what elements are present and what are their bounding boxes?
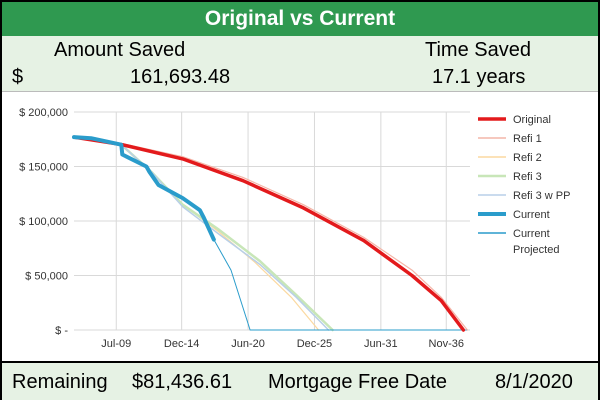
chart-legend: Original Refi 1 Refi 2 Refi 3 Refi 3 w PP Cur… [478,114,570,256]
y-axis-ticks: $ 200,000 $ 150,000 $ 100,000 $ 50,000 $ - [19,107,68,337]
x-tick-label: Nov-36 [429,338,464,350]
x-tick-label: Dec-25 [297,338,332,350]
legend-label: Projected [513,244,559,256]
series-line-current-projected [213,239,468,331]
y-tick-label: $ 100,000 [19,216,68,228]
y-tick-label: $ - [55,325,68,337]
balance-chart: $ 200,000 $ 150,000 $ 100,000 $ 50,000 $ - J… [19,107,570,350]
mortgage-free-date-value: 8/1/2020 [495,371,573,393]
series-line-current [72,135,216,242]
legend-label: Refi 3 [513,171,542,183]
amount-saved-label: Amount Saved [54,39,186,61]
series-lines [72,135,468,332]
legend-label: Current [513,228,550,240]
amount-saved-value: 161,693.48 [130,66,231,88]
chart-grid [74,111,470,331]
x-tick-label: Jul-09 [101,338,131,350]
time-saved-label: Time Saved [425,39,531,61]
remaining-value: $81,436.61 [132,371,233,393]
mortgage-free-date-label: Mortgage Free Date [268,371,447,393]
x-tick-label: Jun-31 [364,338,398,350]
footer-panel: Remaining $81,436.61 Mortgage Free Date … [2,361,598,400]
legend-label: Original [513,114,551,126]
stats-panel: Amount Saved $ 161,693.48 Time Saved 17.… [2,36,598,92]
chart-area: $ 200,000 $ 150,000 $ 100,000 $ 50,000 $ - J… [2,92,598,360]
series-line-original [72,135,466,332]
time-saved-value: 17.1 years [432,66,526,88]
x-axis-ticks: Jul-09 Dec-14 Jun-20 Dec-25 Jun-31 Nov-36 [101,338,464,350]
y-tick-label: $ 200,000 [19,107,68,119]
x-tick-label: Dec-14 [164,338,199,350]
series-line-refi-3-w-pp [73,136,330,331]
remaining-label: Remaining [12,371,108,393]
currency-symbol: $ [12,66,24,88]
dashboard-title: Original vs Current [2,2,598,37]
legend-label: Current [513,209,550,221]
legend-label: Refi 3 w PP [513,190,570,202]
x-tick-label: Jun-20 [231,338,265,350]
y-tick-label: $ 150,000 [19,162,68,174]
legend-label: Refi 2 [513,152,542,164]
legend-label: Refi 1 [513,133,542,145]
y-tick-label: $ 50,000 [25,271,68,283]
